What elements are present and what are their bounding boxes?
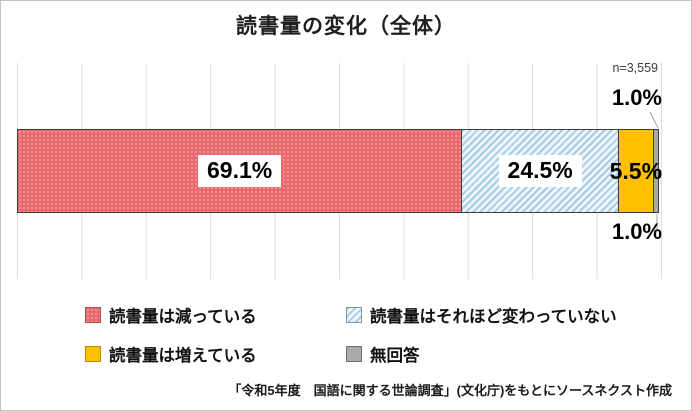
chart-title: 読書量の変化（全体）: [236, 15, 456, 38]
legend-item-no-answer: 無回答: [346, 342, 420, 366]
sample-size-label: n=3,559: [612, 61, 658, 75]
bar-segment-unchanged: 24.5%: [461, 129, 620, 213]
value-label-decreased: 69.1%: [198, 155, 282, 187]
no-answer-label-top: 1.0%: [611, 85, 662, 110]
source-note: 「令和5年度 国語に関する世論調査」(文化庁)をもとにソースネクスト作成: [228, 383, 672, 398]
legend-item-decreased: 読書量は減っている: [85, 303, 257, 327]
legend-label-unchanged: 読書量はそれほど変わっていない: [370, 308, 617, 326]
value-label-unchanged: 24.5%: [498, 155, 582, 187]
legend-item-unchanged: 読書量はそれほど変わっていない: [346, 303, 617, 327]
legend-label-decreased: 読書量は減っている: [109, 308, 257, 326]
legend-swatch-increased-icon: [85, 346, 101, 362]
legend-item-increased: 読書量は増えている: [85, 342, 257, 366]
bar-segment-decreased: 69.1%: [17, 129, 463, 213]
stacked-bar: 69.1% 24.5% 5.5%: [17, 129, 662, 213]
legend-label-no-answer: 無回答: [370, 347, 420, 365]
legend-label-increased: 読書量は増えている: [109, 347, 257, 365]
legend-swatch-unchanged-icon: [346, 307, 362, 323]
legend-swatch-no-answer-icon: [346, 346, 362, 362]
bar-segment-increased: 5.5%: [610, 129, 662, 213]
no-answer-label-bottom: 1.0%: [611, 219, 662, 244]
value-label-increased: 5.5%: [609, 157, 663, 184]
legend-swatch-decreased-icon: [85, 307, 101, 323]
